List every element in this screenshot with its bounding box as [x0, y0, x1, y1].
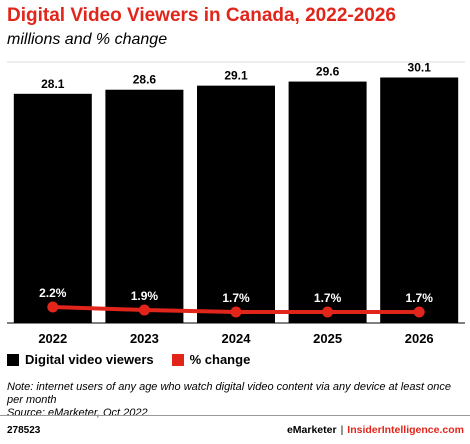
footer-divider [0, 415, 470, 416]
footnote: Note: internet users of any age who watc… [7, 381, 465, 420]
x-tick-label-2025: 2025 [313, 331, 342, 346]
change-point-2023 [138, 304, 150, 316]
brand-separator: | [340, 424, 344, 436]
x-tick-label-2024: 2024 [222, 331, 252, 346]
change-label-2024: 1.7% [222, 291, 250, 305]
source-text: Source: eMarketer, Oct 2022 [7, 407, 148, 419]
change-point-2022 [47, 301, 59, 313]
change-point-2026 [413, 306, 425, 318]
bar-label-2026: 30.1 [408, 60, 432, 74]
x-tick-label-2022: 2022 [38, 331, 67, 346]
bar-label-2022: 28.1 [41, 77, 65, 91]
x-tick-label-2023: 2023 [130, 331, 159, 346]
bar-label-2025: 29.6 [316, 65, 340, 79]
bar-2022 [13, 93, 92, 323]
change-label-2026: 1.7% [406, 291, 434, 305]
legend-swatch-change [171, 353, 184, 366]
chart-id: 278523 [7, 425, 41, 436]
bar-2025 [288, 81, 367, 323]
change-label-2023: 1.9% [131, 289, 159, 303]
brand-emarketer: eMarketer [286, 424, 337, 436]
change-label-2025: 1.7% [314, 291, 342, 305]
legend-item-change: % change [171, 352, 251, 367]
note-text: Note: internet users of any age who watc… [7, 381, 451, 406]
legend: Digital video viewers % change [7, 352, 268, 367]
x-tick-label-2026: 2026 [405, 331, 434, 346]
footer-brand: eMarketer | InsiderIntelligence.com [287, 424, 464, 436]
chart-title: Digital Video Viewers in Canada, 2022-20… [7, 5, 396, 26]
brand-insiderintelligence: InsiderIntelligence.com [347, 424, 464, 436]
change-point-2024 [230, 306, 242, 318]
chart-subtitle: millions and % change [7, 31, 168, 48]
bar-2024 [197, 85, 275, 323]
change-point-2025 [322, 306, 334, 318]
legend-label-change: % change [189, 352, 251, 367]
legend-swatch-viewers [7, 353, 19, 366]
bar-2023 [105, 89, 184, 323]
legend-item-viewers: Digital video viewers [7, 352, 154, 367]
bar-2026 [380, 77, 459, 323]
change-label-2022: 2.2% [39, 286, 67, 300]
bar-label-2024: 29.1 [224, 69, 248, 83]
chart-area: 28.1 28.6 29.1 29.6 30.1 2.2% 1.9% 1.7% 1.7% 1.7%… [7, 60, 465, 346]
legend-label-viewers: Digital video viewers [25, 352, 154, 367]
bar-label-2023: 28.6 [133, 73, 157, 87]
